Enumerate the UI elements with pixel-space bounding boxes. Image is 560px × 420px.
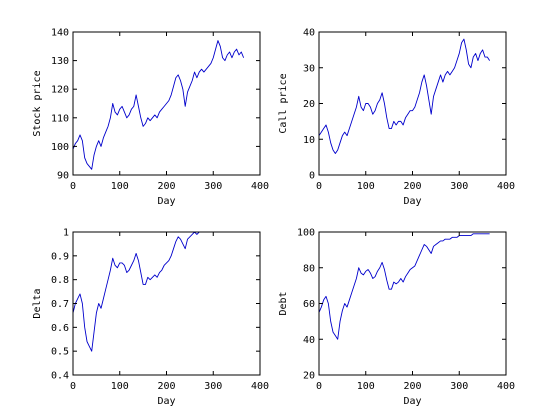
y-tick-label: 20 xyxy=(303,371,315,382)
subplot-3: 0 100 200 300 400 0.4 0.5 0.6 0.7 0.8 0.9 1 Day Delta xyxy=(32,228,269,408)
x-tick-label: 0 xyxy=(70,181,76,192)
subplot-1: 0 100 200 300 400 90 100 110 120 130 140 Day Stock p… xyxy=(32,28,269,208)
y-tick-label: 0.5 xyxy=(51,347,69,358)
y-axis-label: Debt xyxy=(278,291,289,315)
y-tick-label: 130 xyxy=(51,56,69,67)
series-line xyxy=(72,40,245,170)
x-tick-label: 200 xyxy=(403,381,421,392)
y-tick-label: 120 xyxy=(51,85,69,96)
x-tick-label: 300 xyxy=(450,181,468,192)
y-tick-label: 1 xyxy=(63,228,69,239)
x-tick-label: 300 xyxy=(204,181,222,192)
subplot-2: 0 100 200 300 400 0 10 20 30 40 Day Call price xyxy=(278,28,515,208)
y-tick-label: 0.7 xyxy=(51,299,69,310)
x-tick-label: 0 xyxy=(70,381,76,392)
x-tick-label: 100 xyxy=(357,381,375,392)
y-tick-label: 100 xyxy=(51,142,69,153)
x-tick-label: 200 xyxy=(157,381,175,392)
y-tick-label: 40 xyxy=(303,28,315,39)
y-tick-label: 140 xyxy=(51,28,69,39)
x-tick-label: 100 xyxy=(111,381,129,392)
series-line xyxy=(72,231,244,352)
x-axis-label: Day xyxy=(157,196,175,207)
y-tick-label: 0.9 xyxy=(51,251,69,262)
y-tick-label: 80 xyxy=(303,263,315,274)
series-line xyxy=(318,233,490,340)
x-tick-label: 0 xyxy=(316,381,322,392)
y-tick-label: 10 xyxy=(303,135,315,146)
x-tick-label: 400 xyxy=(251,381,269,392)
y-tick-label: 20 xyxy=(303,99,315,110)
y-axis-label: Stock price xyxy=(32,70,43,136)
y-tick-label: 60 xyxy=(303,299,315,310)
x-tick-label: 400 xyxy=(497,181,515,192)
y-tick-label: 110 xyxy=(51,113,69,124)
x-tick-label: 100 xyxy=(357,181,375,192)
y-tick-label: 0.6 xyxy=(51,323,69,334)
y-tick-label: 0 xyxy=(309,171,315,182)
x-tick-label: 300 xyxy=(204,381,222,392)
x-axis-label: Day xyxy=(403,196,421,207)
y-axis-label: Call price xyxy=(278,73,289,133)
axes-frame xyxy=(72,231,261,376)
y-tick-label: 40 xyxy=(303,335,315,346)
axes-frame xyxy=(318,231,507,376)
y-tick-label: 100 xyxy=(297,228,315,239)
axes-frame xyxy=(318,31,507,176)
x-tick-label: 0 xyxy=(316,181,322,192)
x-tick-label: 200 xyxy=(157,181,175,192)
x-tick-label: 100 xyxy=(111,181,129,192)
y-tick-label: 0.4 xyxy=(51,371,69,382)
y-tick-label: 30 xyxy=(303,63,315,74)
y-tick-label: 90 xyxy=(57,171,69,182)
x-tick-label: 400 xyxy=(497,381,515,392)
x-axis-label: Day xyxy=(157,396,175,407)
y-axis-label: Delta xyxy=(32,288,43,318)
series-line xyxy=(318,38,491,154)
x-tick-label: 400 xyxy=(251,181,269,192)
x-tick-label: 300 xyxy=(450,381,468,392)
x-axis-label: Day xyxy=(403,396,421,407)
x-tick-label: 200 xyxy=(403,181,421,192)
subplot-4: 0 100 200 300 400 20 40 60 80 100 Day Debt xyxy=(278,228,515,408)
y-tick-label: 0.8 xyxy=(51,275,69,286)
